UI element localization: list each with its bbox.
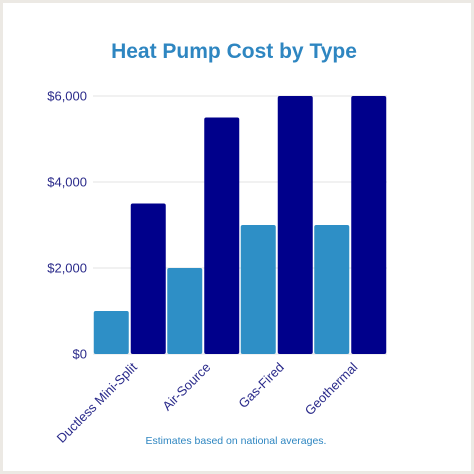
y-tick-label: $2,000 (47, 261, 87, 276)
bar-2-0 (130, 203, 166, 354)
y-tick-label: $6,000 (47, 89, 87, 104)
x-tick-label: Gas-Fired (235, 360, 286, 411)
bar-2-1 (204, 117, 240, 354)
chart-footnote: Estimates based on national averages. (146, 435, 327, 447)
chart-title: Heat Pump Cost by Type (111, 40, 357, 63)
bar-1-2 (240, 225, 276, 354)
x-axis-labels: Ductless Mini-Split Air-Source Gas-Fired Ge… (54, 359, 361, 445)
bar-1-0 (93, 311, 129, 354)
bar-2-2 (277, 96, 313, 354)
bars (93, 96, 387, 354)
y-tick-label: $0 (73, 347, 87, 362)
bar-2-3 (351, 96, 387, 354)
y-axis-ticks: $0 $2,000 $4,000 $6,000 (47, 89, 87, 362)
chart-frame: Heat Pump Cost by Type $0 $2,000 $4,000 $6,… (3, 3, 471, 471)
bar-chart: Heat Pump Cost by Type $0 $2,000 $4,000 $6,… (47, 40, 387, 447)
y-tick-label: $4,000 (47, 175, 87, 190)
bar-1-1 (167, 268, 203, 354)
x-tick-label: Ductless Mini-Split (54, 359, 140, 445)
bar-1-3 (314, 225, 350, 354)
x-tick-label: Air-Source (159, 360, 213, 414)
x-tick-label: Geothermal (302, 359, 361, 418)
